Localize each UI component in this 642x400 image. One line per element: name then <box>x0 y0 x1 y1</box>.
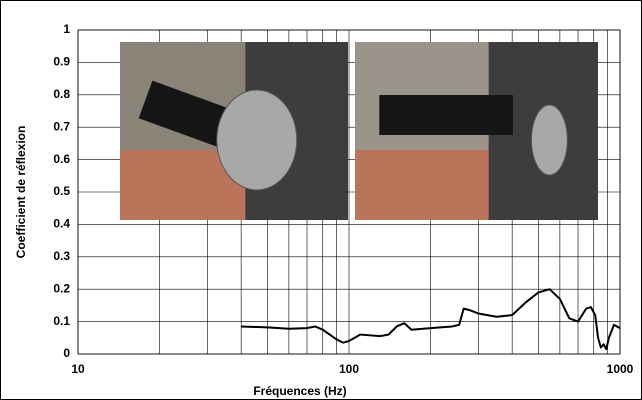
photo <box>120 42 348 220</box>
data-line <box>241 288 621 351</box>
y-tick-label: 0.3 <box>53 249 70 263</box>
y-tick-label: 0.9 <box>53 55 70 69</box>
y-tick-label: 0.7 <box>53 119 70 133</box>
photo-ring <box>530 104 568 176</box>
y-tick-label: 0.5 <box>53 184 70 198</box>
y-tick-label: 0 <box>63 346 70 360</box>
y-tick-label: 0.1 <box>53 314 70 328</box>
y-tick-label: 1 <box>63 22 70 36</box>
x-tick-label: 1000 <box>607 362 634 376</box>
y-tick-label: 0.6 <box>53 152 70 166</box>
y-axis-label: Coefficient de réflexion <box>14 126 28 259</box>
x-tick-label: 100 <box>339 362 359 376</box>
photo-ring <box>216 89 298 191</box>
x-axis-label: Fréquences (Hz) <box>253 384 346 398</box>
y-tick-label: 0.2 <box>53 281 70 295</box>
y-tick-label: 0.8 <box>53 87 70 101</box>
photo <box>355 42 598 220</box>
x-tick-label: 10 <box>71 362 85 376</box>
y-tick-label: 0.4 <box>53 217 70 231</box>
photo-tube <box>379 95 513 135</box>
